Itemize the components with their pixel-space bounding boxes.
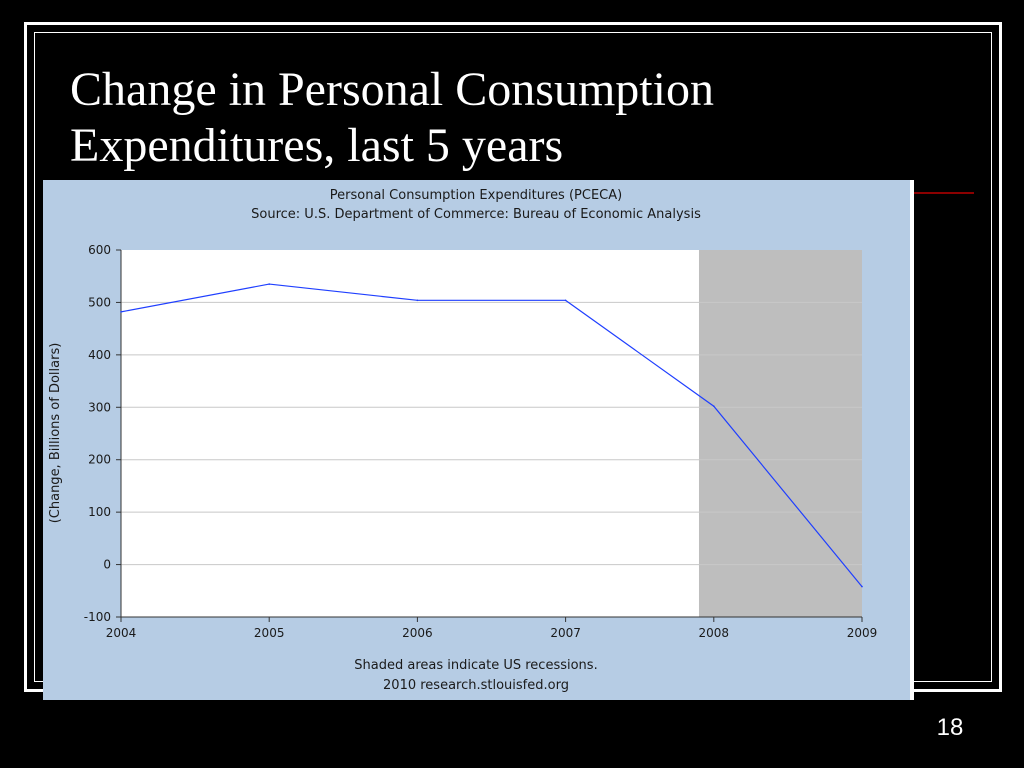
data-point bbox=[713, 405, 715, 408]
x-tick-label: 2005 bbox=[254, 626, 285, 640]
y-tick-label: 200 bbox=[88, 453, 111, 467]
y-tick-label: 400 bbox=[88, 348, 111, 362]
axes: -100 0 100 200 300 400 500 600 2004 2005 2006 2007 2… bbox=[84, 243, 878, 640]
accent-rule bbox=[912, 192, 974, 194]
footnote-recessions: Shaded areas indicate US recessions. bbox=[354, 658, 597, 673]
pce-line-chart: Personal Consumption Expenditures (PCECA… bbox=[48, 188, 878, 693]
data-point bbox=[120, 311, 122, 313]
x-tick-label: 2004 bbox=[106, 626, 137, 640]
chart-title: Personal Consumption Expenditures (PCECA… bbox=[330, 188, 622, 203]
y-tick-label: -100 bbox=[84, 610, 111, 624]
y-tick-label: 500 bbox=[88, 295, 111, 309]
y-tick-label: 0 bbox=[103, 558, 111, 572]
chart-panel: Personal Consumption Expenditures (PCECA… bbox=[43, 180, 910, 700]
x-tick-label: 2006 bbox=[402, 626, 433, 640]
slide-title-line-1: Change in Personal Consumption bbox=[70, 63, 714, 116]
y-tick-label: 600 bbox=[88, 243, 111, 257]
x-tick-label: 2007 bbox=[550, 626, 581, 640]
gridlines bbox=[121, 301, 862, 566]
chart-subtitle: Source: U.S. Department of Commerce: Bur… bbox=[251, 207, 701, 222]
series-layer bbox=[120, 283, 863, 588]
y-tick-label: 100 bbox=[88, 505, 111, 519]
data-point bbox=[416, 299, 419, 302]
chart-panel-edge bbox=[910, 180, 914, 700]
y-tick-label: 300 bbox=[88, 400, 111, 414]
y-axis-label: (Change, Billions of Dollars) bbox=[48, 343, 63, 524]
slide-title: Change in Personal Consumption Expenditu… bbox=[70, 62, 950, 174]
x-tick-label: 2008 bbox=[699, 626, 730, 640]
footnote-source: 2010 research.stlouisfed.org bbox=[383, 678, 569, 693]
series-line bbox=[120, 283, 863, 587]
recession-band bbox=[698, 250, 862, 617]
data-point bbox=[268, 283, 270, 285]
slide-number: 18 bbox=[936, 714, 964, 741]
data-point bbox=[564, 299, 567, 302]
slide-title-line-2: Expenditures, last 5 years bbox=[70, 119, 564, 172]
data-point bbox=[861, 585, 863, 588]
recession-shading bbox=[698, 250, 862, 617]
x-tick-label: 2009 bbox=[847, 626, 878, 640]
